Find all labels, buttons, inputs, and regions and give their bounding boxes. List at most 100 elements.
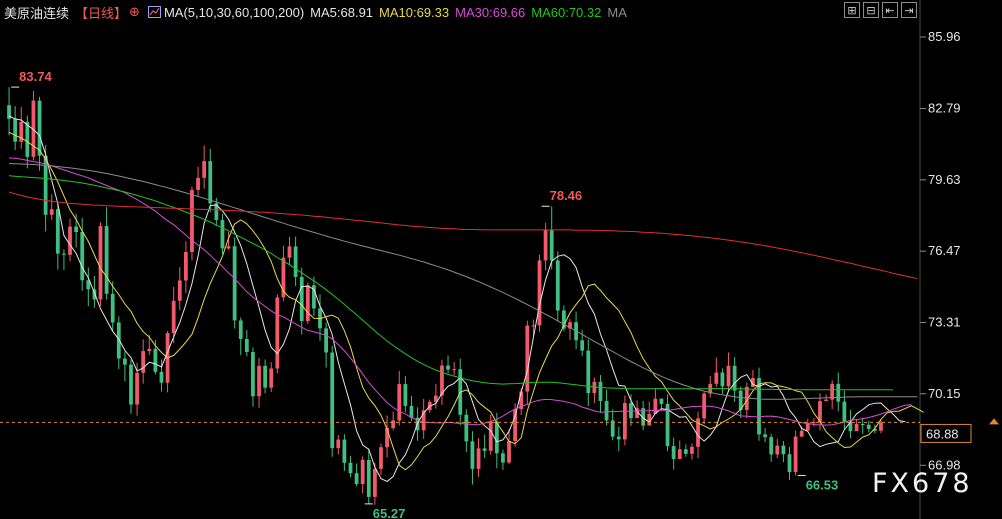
candle — [141, 339, 146, 384]
candle — [513, 403, 518, 447]
candle — [598, 375, 603, 413]
y-tick-label: 85.96 — [928, 29, 961, 44]
candle-body — [818, 401, 822, 423]
candle — [293, 236, 298, 286]
candle-body — [635, 408, 639, 419]
candle — [49, 194, 54, 221]
candle-body — [604, 400, 609, 421]
candle-body — [860, 424, 865, 426]
zoom-out-icon[interactable]: ⊟ — [863, 2, 879, 18]
candle — [860, 417, 865, 434]
candle — [830, 380, 835, 410]
candle-body — [385, 428, 389, 448]
candle — [68, 218, 72, 262]
candle — [848, 409, 853, 439]
annotation-label: 66.53 — [806, 477, 839, 492]
candle-body — [49, 209, 54, 215]
candle-body — [848, 421, 853, 432]
candle — [257, 358, 261, 408]
candle — [708, 375, 713, 398]
ma-settings-icon[interactable] — [147, 6, 161, 18]
candle — [531, 319, 536, 337]
candle — [129, 359, 133, 414]
candle — [787, 447, 792, 480]
zoom-in-icon[interactable]: ⊞ — [844, 2, 860, 18]
candle-body — [196, 177, 200, 190]
candle-body — [25, 121, 30, 157]
candle-body — [251, 352, 255, 397]
candle-body — [653, 398, 658, 414]
candle-body — [793, 436, 798, 473]
move-right-icon[interactable]: ⇥ — [901, 2, 917, 18]
candle — [842, 390, 847, 429]
candle-body — [336, 439, 341, 449]
candle — [354, 463, 359, 487]
candle-body — [397, 384, 402, 421]
crosshair-icon[interactable]: ⊕ — [129, 4, 140, 19]
candle — [586, 339, 591, 406]
candle-body — [293, 246, 298, 277]
candle — [147, 335, 152, 355]
candle-body — [763, 434, 767, 438]
candle-body — [549, 230, 554, 261]
legend-ma-group[interactable]: MA(5,10,30,60,100,200) — [163, 4, 305, 20]
candle-body — [555, 260, 560, 311]
candle-body — [659, 398, 664, 404]
candle-body — [214, 203, 219, 221]
candle — [470, 431, 475, 485]
candle-body — [62, 253, 66, 255]
price-pointer-icon — [989, 418, 999, 425]
legend-symbol[interactable]: 美原油连续 — [4, 5, 70, 21]
candle-body — [720, 372, 725, 387]
candle-body — [476, 448, 481, 469]
candle-body — [141, 351, 146, 373]
candle — [19, 106, 24, 149]
candle — [159, 359, 164, 392]
annotation-label: 83.74 — [19, 69, 52, 84]
candle-body — [238, 320, 243, 339]
candle-body — [281, 257, 286, 298]
candle-body — [494, 421, 499, 454]
candle — [501, 449, 505, 470]
candle — [208, 148, 213, 213]
candle-body — [787, 454, 792, 473]
current-price-label: 68.88 — [926, 426, 959, 441]
candle — [55, 203, 60, 270]
candle-body — [299, 276, 304, 322]
candle-body — [562, 310, 566, 329]
candle-body — [183, 252, 188, 281]
candle-body — [696, 418, 700, 447]
legend-ma-more: MA — [607, 4, 627, 20]
candle-body — [244, 338, 249, 353]
y-tick-label: 76.47 — [928, 243, 961, 258]
chart-legend: 美原油连续 【日线】 ⊕ MA(5,10,30,60,100,200) MA5:… — [4, 3, 633, 21]
candle — [805, 418, 810, 431]
candle — [226, 231, 231, 250]
legend-ma30: MA30:69.66 — [455, 4, 526, 20]
candle — [476, 437, 481, 477]
candle — [214, 197, 219, 226]
candle-body — [580, 340, 585, 351]
candle-body — [519, 391, 524, 410]
candle — [110, 281, 115, 332]
candle-body — [80, 231, 85, 281]
candle-body — [324, 328, 328, 353]
candle — [360, 456, 365, 494]
candle-body — [507, 440, 511, 463]
candle-body — [305, 285, 310, 322]
candle — [183, 241, 188, 294]
candle-body — [68, 226, 72, 255]
candle — [220, 213, 225, 255]
candle — [385, 415, 389, 458]
candle-body — [208, 161, 213, 204]
move-left-icon[interactable]: ⇤ — [882, 2, 898, 18]
legend-period[interactable]: 【日线】 — [75, 5, 128, 21]
candle — [781, 440, 786, 463]
candle — [196, 166, 200, 197]
candle-body — [275, 297, 280, 369]
candle — [287, 236, 292, 266]
candle — [336, 435, 341, 455]
candle — [641, 400, 646, 431]
candle-body — [732, 365, 737, 391]
